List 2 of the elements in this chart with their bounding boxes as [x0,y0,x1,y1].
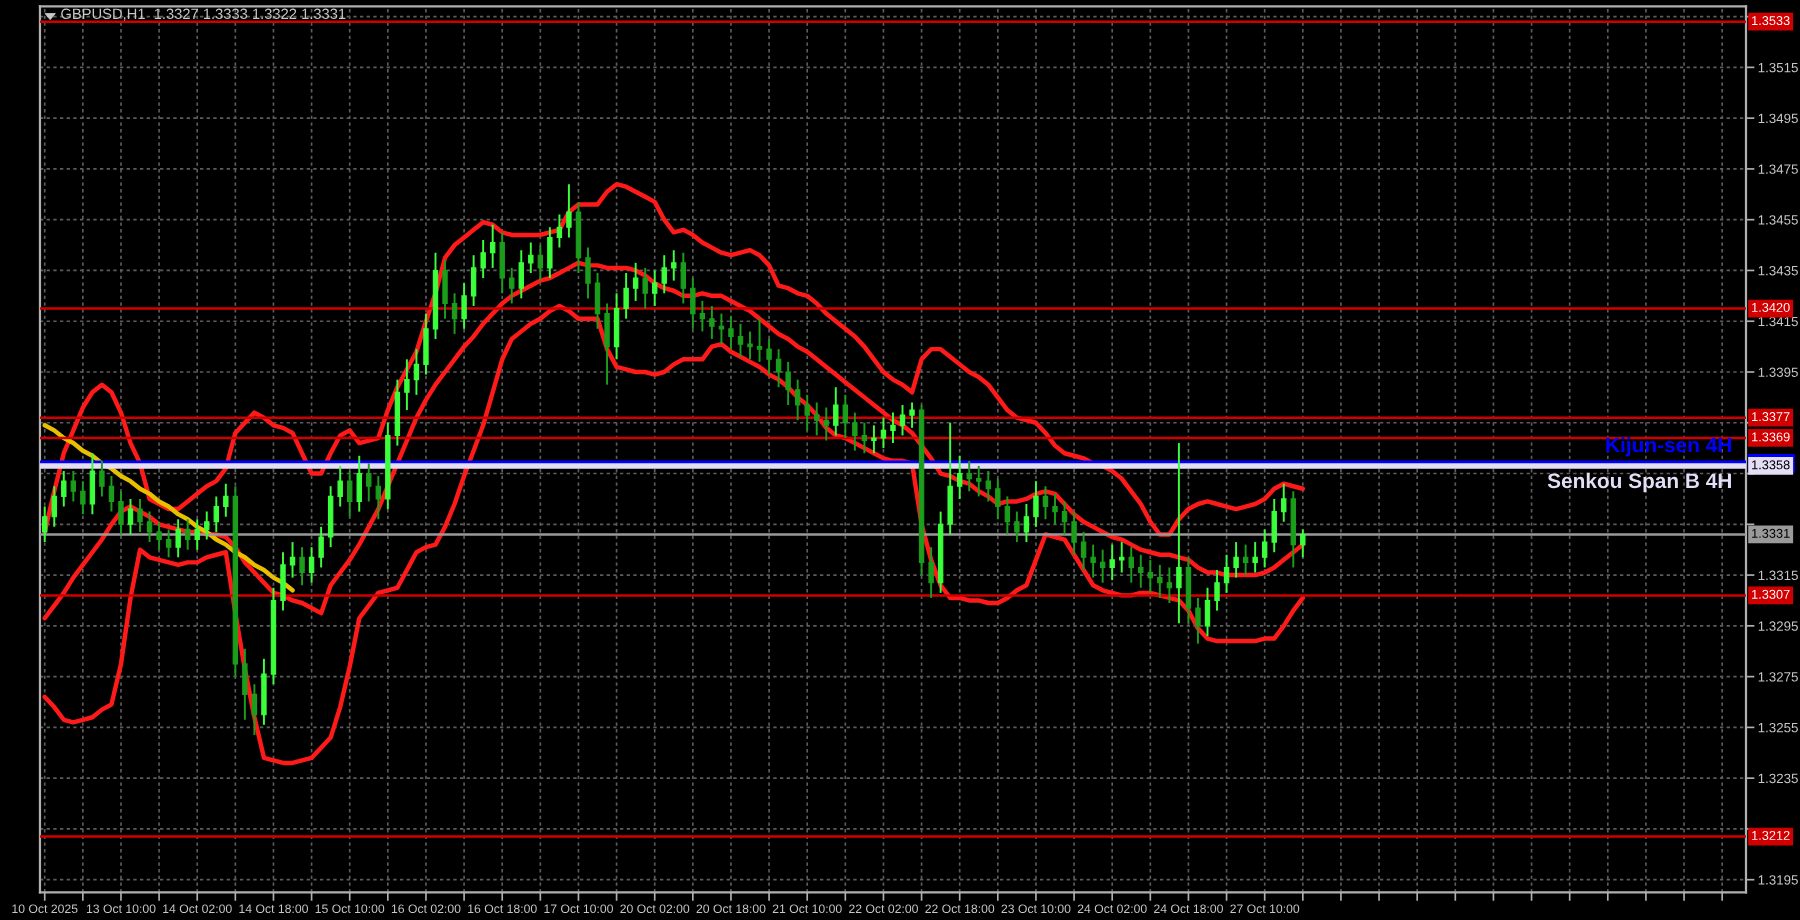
annotation: Senkou Span B 4H [1547,472,1731,493]
annotation: Kijun-sen 4H [1606,437,1731,457]
